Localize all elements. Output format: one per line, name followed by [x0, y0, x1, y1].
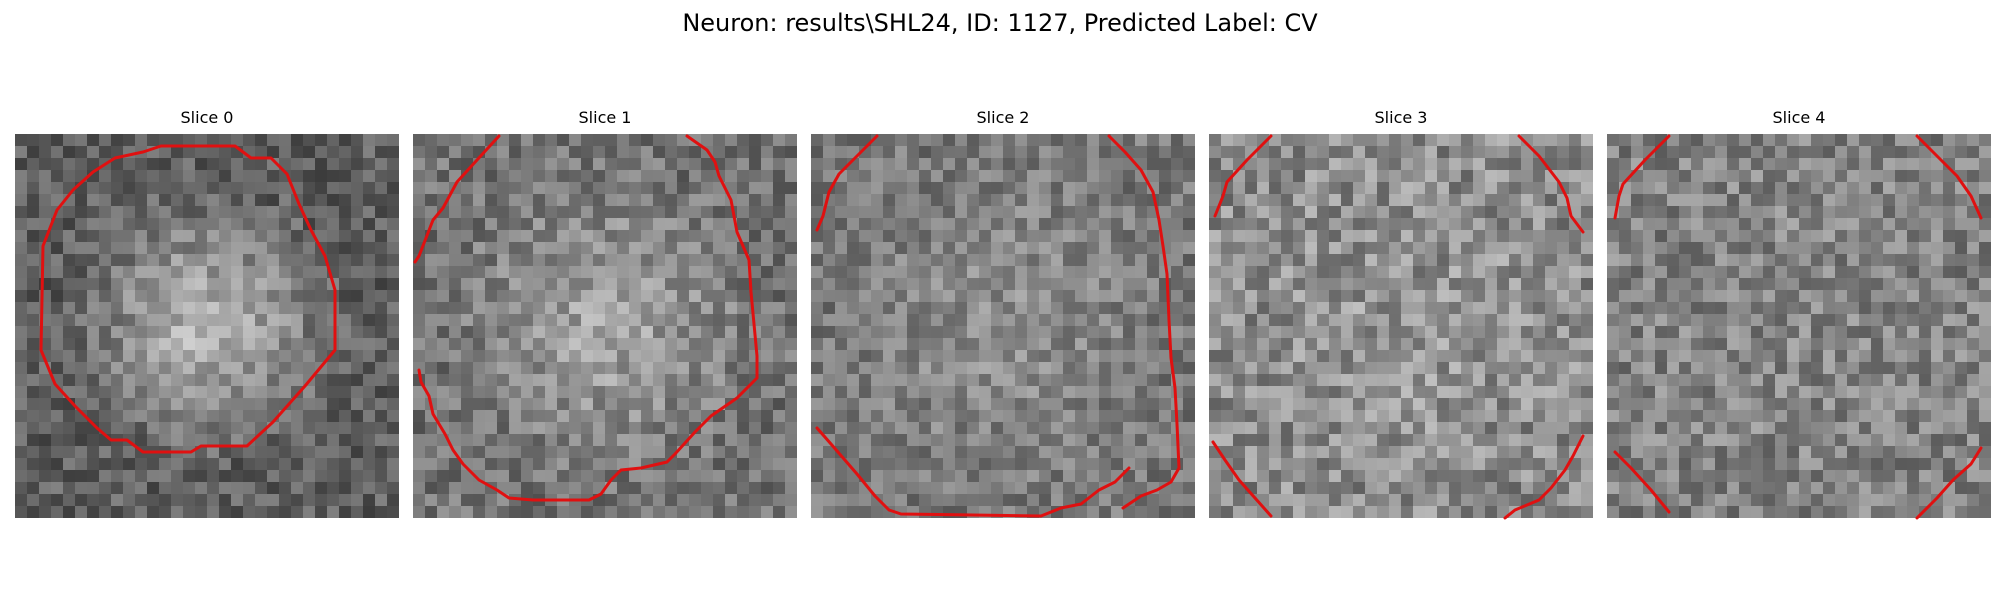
roi-contour: [815, 134, 879, 232]
slice-image: [1209, 134, 1593, 520]
slice-title: Slice 3: [1374, 108, 1428, 127]
roi-contour-overlay: [1613, 134, 1983, 520]
roi-contour-overlay: [39, 144, 337, 454]
grayscale-pixel-grid: [413, 134, 797, 518]
grayscale-pixel-grid: [1209, 134, 1593, 518]
slice-image: [413, 134, 797, 518]
grayscale-pixel-grid: [1607, 134, 1991, 518]
roi-contour: [815, 426, 1131, 518]
slice-title: Slice 4: [1772, 108, 1826, 127]
slice-image: [811, 134, 1195, 518]
slice-title: Slice 0: [180, 108, 234, 127]
roi-contour: [1107, 134, 1181, 510]
grayscale-pixel-grid: [811, 134, 1195, 518]
roi-contour: [413, 134, 501, 264]
roi-contour: [1915, 446, 1983, 520]
slice-title: Slice 2: [976, 108, 1030, 127]
slice-image: [1607, 134, 1991, 520]
roi-contour: [1613, 450, 1671, 514]
roi-contour-overlay: [815, 134, 1181, 518]
figure-title: Neuron: results\SHL24, ID: 1127, Predict…: [682, 9, 1318, 37]
roi-contour: [1517, 134, 1585, 234]
roi-contour: [1915, 134, 1983, 220]
roi-contour: [1213, 134, 1273, 218]
roi-contour: [417, 134, 759, 502]
roi-contour: [1613, 134, 1671, 220]
roi-contour: [39, 144, 337, 454]
roi-contour-overlay: [1211, 134, 1585, 520]
roi-contour-overlay: [413, 134, 759, 502]
slice-image: [15, 134, 399, 518]
roi-contour: [1211, 440, 1273, 518]
slice-title: Slice 1: [578, 108, 632, 127]
roi-contour: [1503, 434, 1585, 520]
